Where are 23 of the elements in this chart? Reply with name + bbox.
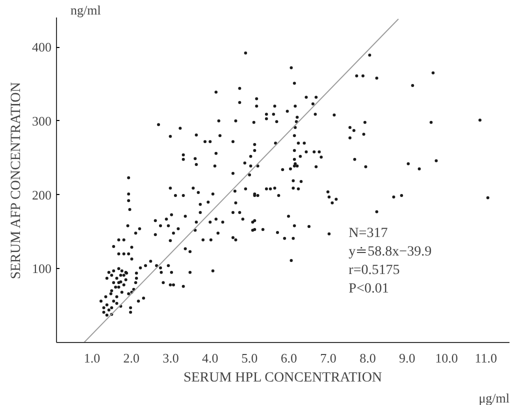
x-tick-label: 9.0 (398, 350, 416, 366)
x-tick-label: 11.0 (474, 350, 498, 366)
annotation: P<0.01 (348, 282, 389, 297)
y-tick-label: 200 (32, 187, 52, 202)
x-tick-label: 8.0 (360, 350, 376, 366)
x-tick-label: 5.0 (241, 350, 258, 366)
x-tick-label: 7.0 (320, 350, 336, 366)
x-tick-label: 2.0 (123, 350, 140, 366)
y-tick-label: 300 (32, 113, 52, 128)
y-tick-label: 400 (32, 40, 52, 55)
text: μg/ml (478, 390, 510, 405)
annotation: r=0.5175 (348, 263, 400, 278)
annotation: y≐58.8x−39.9 (348, 244, 432, 260)
x-tick-label: 10.0 (435, 350, 458, 366)
x-tick-label: 6.0 (280, 350, 298, 366)
annotation: N=317 (348, 226, 388, 242)
x-tick-label: 4.0 (202, 350, 218, 366)
y-axis-title: SERUM AFP CONCENTRATION (9, 82, 24, 280)
x-tick-label: 3.0 (162, 350, 179, 366)
text: ng/ml (70, 2, 102, 18)
x-axis-title: SERUM HPL CONCENTRATION (183, 370, 382, 386)
x-tick-label: 1.0 (84, 350, 100, 366)
y-tick-label: 100 (32, 261, 52, 276)
